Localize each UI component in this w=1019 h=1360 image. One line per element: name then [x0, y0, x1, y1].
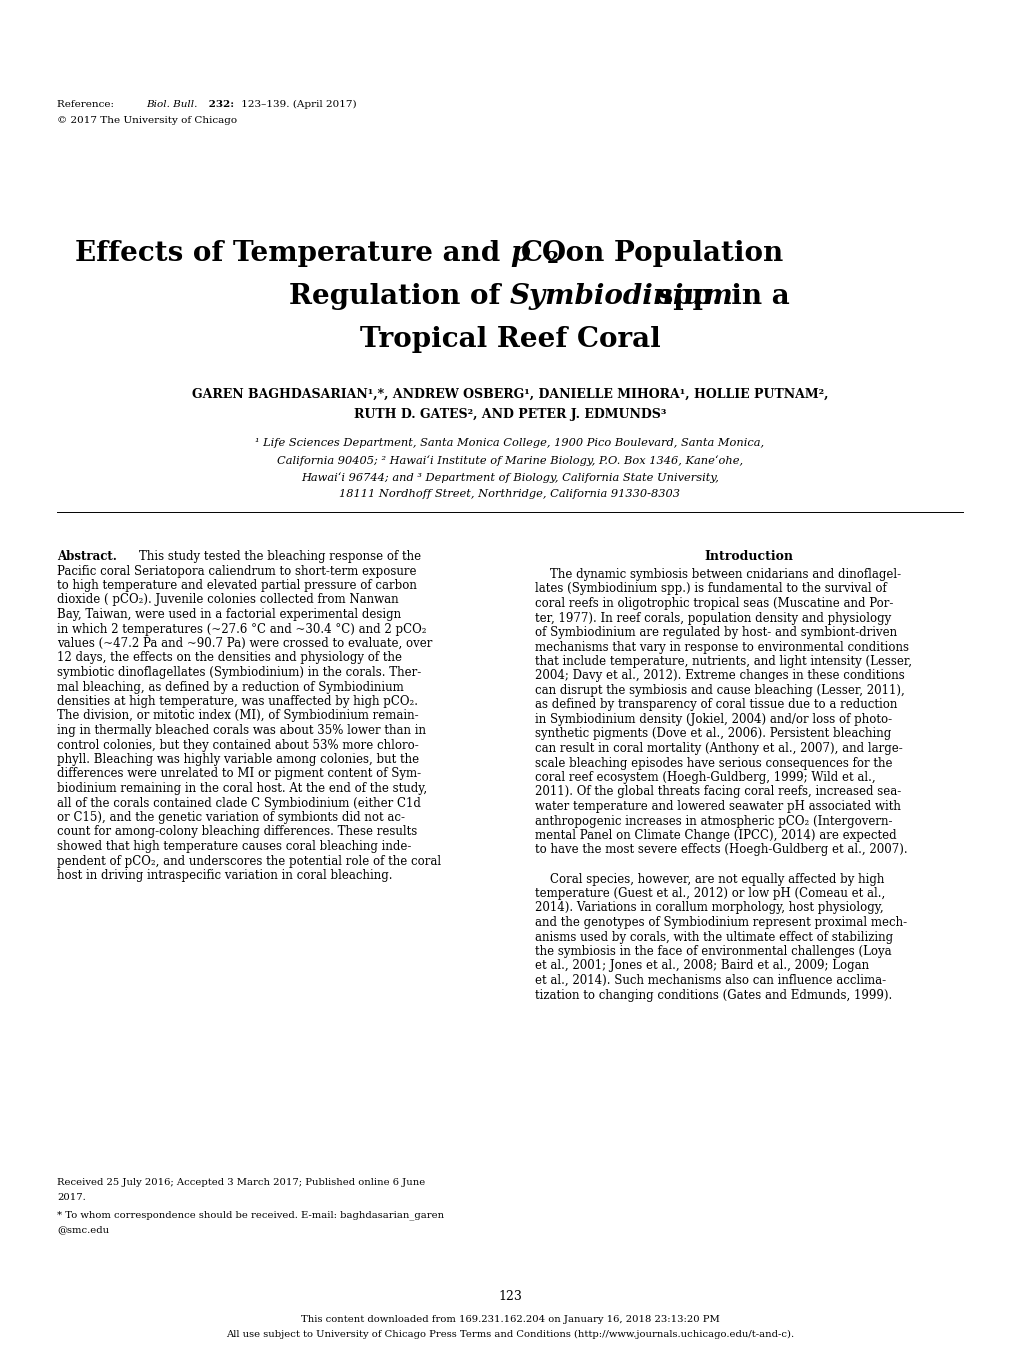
Text: control colonies, but they contained about 53% more chloro-: control colonies, but they contained abo… [57, 738, 419, 752]
Text: Reference:: Reference: [57, 101, 117, 109]
Text: * To whom correspondence should be received. E-mail: baghdasarian_garen: * To whom correspondence should be recei… [57, 1210, 443, 1220]
Text: This study tested the bleaching response of the: This study tested the bleaching response… [139, 549, 420, 563]
Text: 123: 123 [497, 1291, 522, 1303]
Text: can result in coral mortality (Anthony et al., 2007), and large-: can result in coral mortality (Anthony e… [535, 743, 902, 755]
Text: that include temperature, nutrients, and light intensity (Lesser,: that include temperature, nutrients, and… [535, 656, 911, 668]
Text: coral reefs in oligotrophic tropical seas (Muscatine and Por-: coral reefs in oligotrophic tropical sea… [535, 597, 893, 611]
Text: ing in thermally bleached corals was about 35% lower than in: ing in thermally bleached corals was abo… [57, 724, 426, 737]
Text: Regulation of: Regulation of [288, 283, 510, 310]
Text: @smc.edu: @smc.edu [57, 1225, 109, 1234]
Text: Bay, Taiwan, were used in a factorial experimental design: Bay, Taiwan, were used in a factorial ex… [57, 608, 400, 622]
Text: synthetic pigments (Dove et al., 2006). Persistent bleaching: synthetic pigments (Dove et al., 2006). … [535, 728, 891, 740]
Text: dioxide ( pCO₂). Juvenile colonies collected from Nanwan: dioxide ( pCO₂). Juvenile colonies colle… [57, 593, 398, 607]
Text: 123–139. (April 2017): 123–139. (April 2017) [237, 101, 356, 109]
Text: ¹ Life Sciences Department, Santa Monica College, 1900 Pico Boulevard, Santa Mon: ¹ Life Sciences Department, Santa Monica… [255, 438, 764, 447]
Text: Coral species, however, are not equally affected by high: Coral species, however, are not equally … [535, 873, 883, 885]
Text: and the genotypes of Symbiodinium represent proximal mech-: and the genotypes of Symbiodinium repres… [535, 917, 906, 929]
Text: spp. in a: spp. in a [647, 283, 789, 310]
Text: Introduction: Introduction [704, 549, 793, 563]
Text: California 90405; ² Hawaiʻi Institute of Marine Biology, P.O. Box 1346, Kaneʻohe: California 90405; ² Hawaiʻi Institute of… [277, 456, 742, 465]
Text: on Population: on Population [555, 239, 783, 267]
Text: water temperature and lowered seawater pH associated with: water temperature and lowered seawater p… [535, 800, 900, 813]
Text: can disrupt the symbiosis and cause bleaching (Lesser, 2011),: can disrupt the symbiosis and cause blea… [535, 684, 904, 696]
Text: values (~47.2 Pa and ~90.7 Pa) were crossed to evaluate, over: values (~47.2 Pa and ~90.7 Pa) were cros… [57, 636, 432, 650]
Text: GAREN BAGHDASARIAN¹,*, ANDREW OSBERG¹, DANIELLE MIHORA¹, HOLLIE PUTNAM²,: GAREN BAGHDASARIAN¹,*, ANDREW OSBERG¹, D… [192, 388, 827, 401]
Text: the symbiosis in the face of environmental challenges (Loya: the symbiosis in the face of environment… [535, 945, 891, 957]
Text: Abstract.: Abstract. [57, 549, 117, 563]
Text: or C15), and the genetic variation of symbionts did not ac-: or C15), and the genetic variation of sy… [57, 811, 405, 824]
Text: to have the most severe effects (Hoegh-Guldberg et al., 2007).: to have the most severe effects (Hoegh-G… [535, 843, 907, 857]
Text: Tropical Reef Coral: Tropical Reef Coral [360, 326, 659, 354]
Text: count for among-colony bleaching differences. These results: count for among-colony bleaching differe… [57, 826, 417, 839]
Text: Biol. Bull.: Biol. Bull. [146, 101, 197, 109]
Text: differences were unrelated to MI or pigment content of Sym-: differences were unrelated to MI or pigm… [57, 767, 421, 781]
Text: as defined by transparency of coral tissue due to a reduction: as defined by transparency of coral tiss… [535, 699, 897, 711]
Text: 2011). Of the global threats facing coral reefs, increased sea-: 2011). Of the global threats facing cora… [535, 786, 901, 798]
Text: tization to changing conditions (Gates and Edmunds, 1999).: tization to changing conditions (Gates a… [535, 989, 892, 1001]
Text: pendent of pCO₂, and underscores the potential role of the coral: pendent of pCO₂, and underscores the pot… [57, 854, 440, 868]
Text: 2017.: 2017. [57, 1193, 86, 1202]
Text: mental Panel on Climate Change (IPCC), 2014) are expected: mental Panel on Climate Change (IPCC), 2… [535, 830, 896, 842]
Text: densities at high temperature, was unaffected by high pCO₂.: densities at high temperature, was unaff… [57, 695, 418, 709]
Text: phyll. Bleaching was highly variable among colonies, but the: phyll. Bleaching was highly variable amo… [57, 753, 419, 766]
Text: temperature (Guest et al., 2012) or low pH (Comeau et al.,: temperature (Guest et al., 2012) or low … [535, 887, 884, 900]
Text: ter, 1977). In reef corals, population density and physiology: ter, 1977). In reef corals, population d… [535, 612, 891, 624]
Text: All use subject to University of Chicago Press Terms and Conditions (http://www.: All use subject to University of Chicago… [226, 1330, 793, 1340]
Text: p: p [510, 239, 529, 267]
Text: host in driving intraspecific variation in coral bleaching.: host in driving intraspecific variation … [57, 869, 392, 883]
Text: in which 2 temperatures (~27.6 °C and ~30.4 °C) and 2 pCO₂: in which 2 temperatures (~27.6 °C and ~3… [57, 623, 426, 635]
Text: 2: 2 [546, 249, 558, 267]
Text: 18111 Nordhoff Street, Northridge, California 91330-8303: 18111 Nordhoff Street, Northridge, Calif… [339, 490, 680, 499]
Text: Effects of Temperature and: Effects of Temperature and [75, 239, 510, 267]
Text: This content downloaded from 169.231.162.204 on January 16, 2018 23:13:20 PM: This content downloaded from 169.231.162… [301, 1315, 718, 1325]
Text: 12 days, the effects on the densities and physiology of the: 12 days, the effects on the densities an… [57, 651, 401, 665]
Text: The division, or mitotic index (MI), of Symbiodinium remain-: The division, or mitotic index (MI), of … [57, 710, 418, 722]
Text: © 2017 The University of Chicago: © 2017 The University of Chicago [57, 116, 236, 125]
Text: Symbiodinium: Symbiodinium [510, 283, 733, 310]
Text: all of the corals contained clade C Symbiodinium (either C1d: all of the corals contained clade C Symb… [57, 797, 421, 809]
Text: lates (Symbiodinium spp.) is fundamental to the survival of: lates (Symbiodinium spp.) is fundamental… [535, 582, 886, 596]
Text: biodinium remaining in the coral host. At the end of the study,: biodinium remaining in the coral host. A… [57, 782, 427, 796]
Text: et al., 2001; Jones et al., 2008; Baird et al., 2009; Logan: et al., 2001; Jones et al., 2008; Baird … [535, 960, 868, 972]
Text: mal bleaching, as defined by a reduction of Symbiodinium: mal bleaching, as defined by a reduction… [57, 680, 404, 694]
Text: Pacific coral Seriatopora caliendrum to short-term exposure: Pacific coral Seriatopora caliendrum to … [57, 564, 416, 578]
Text: et al., 2014). Such mechanisms also can influence acclima-: et al., 2014). Such mechanisms also can … [535, 974, 886, 987]
Text: coral reef ecosystem (Hoegh-Guldberg, 1999; Wild et al.,: coral reef ecosystem (Hoegh-Guldberg, 19… [535, 771, 874, 783]
Text: scale bleaching episodes have serious consequences for the: scale bleaching episodes have serious co… [535, 756, 892, 770]
Text: 2014). Variations in corallum morphology, host physiology,: 2014). Variations in corallum morphology… [535, 902, 882, 914]
Text: 2004; Davy et al., 2012). Extreme changes in these conditions: 2004; Davy et al., 2012). Extreme change… [535, 669, 904, 683]
Text: Received 25 July 2016; Accepted 3 March 2017; Published online 6 June: Received 25 July 2016; Accepted 3 March … [57, 1178, 425, 1187]
Text: of Symbiodinium are regulated by host- and symbiont-driven: of Symbiodinium are regulated by host- a… [535, 626, 897, 639]
Text: in Symbiodinium density (Jokiel, 2004) and/or loss of photo-: in Symbiodinium density (Jokiel, 2004) a… [535, 713, 892, 726]
Text: Hawaiʻi 96744; and ³ Department of Biology, California State University,: Hawaiʻi 96744; and ³ Department of Biolo… [301, 472, 718, 483]
Text: The dynamic symbiosis between cnidarians and dinoflagel-: The dynamic symbiosis between cnidarians… [535, 568, 900, 581]
Text: mechanisms that vary in response to environmental conditions: mechanisms that vary in response to envi… [535, 641, 908, 654]
Text: anthropogenic increases in atmospheric pCO₂ (Intergovern-: anthropogenic increases in atmospheric p… [535, 815, 892, 827]
Text: showed that high temperature causes coral bleaching inde-: showed that high temperature causes cora… [57, 840, 411, 853]
Text: symbiotic dinoflagellates (Symbiodinium) in the corals. Ther-: symbiotic dinoflagellates (Symbiodinium)… [57, 666, 421, 679]
Text: anisms used by corals, with the ultimate effect of stabilizing: anisms used by corals, with the ultimate… [535, 930, 893, 944]
Text: to high temperature and elevated partial pressure of carbon: to high temperature and elevated partial… [57, 579, 417, 592]
Text: 232:: 232: [205, 101, 233, 109]
Text: CO: CO [521, 239, 567, 267]
Text: RUTH D. GATES², AND PETER J. EDMUNDS³: RUTH D. GATES², AND PETER J. EDMUNDS³ [354, 408, 665, 422]
